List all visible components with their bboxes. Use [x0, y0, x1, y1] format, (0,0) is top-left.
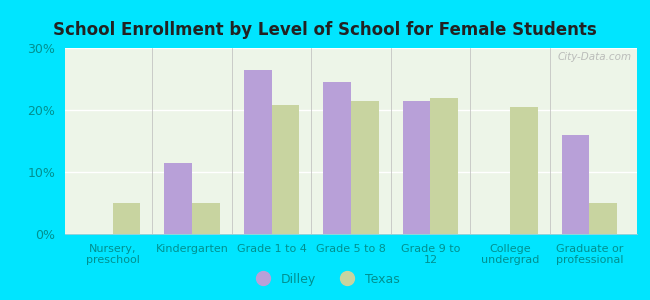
Bar — [402, 101, 430, 234]
Text: City-Data.com: City-Data.com — [557, 52, 631, 62]
Legend: Dilley, Texas: Dilley, Texas — [246, 268, 404, 291]
Bar — [351, 101, 379, 234]
Bar — [562, 135, 590, 234]
Bar — [112, 203, 140, 234]
Bar — [323, 82, 351, 234]
Bar — [430, 98, 458, 234]
Bar — [244, 70, 272, 234]
Bar — [164, 163, 192, 234]
Bar — [590, 203, 617, 234]
Bar — [272, 105, 300, 234]
Text: School Enrollment by Level of School for Female Students: School Enrollment by Level of School for… — [53, 21, 597, 39]
Bar — [510, 107, 538, 234]
Bar — [192, 203, 220, 234]
